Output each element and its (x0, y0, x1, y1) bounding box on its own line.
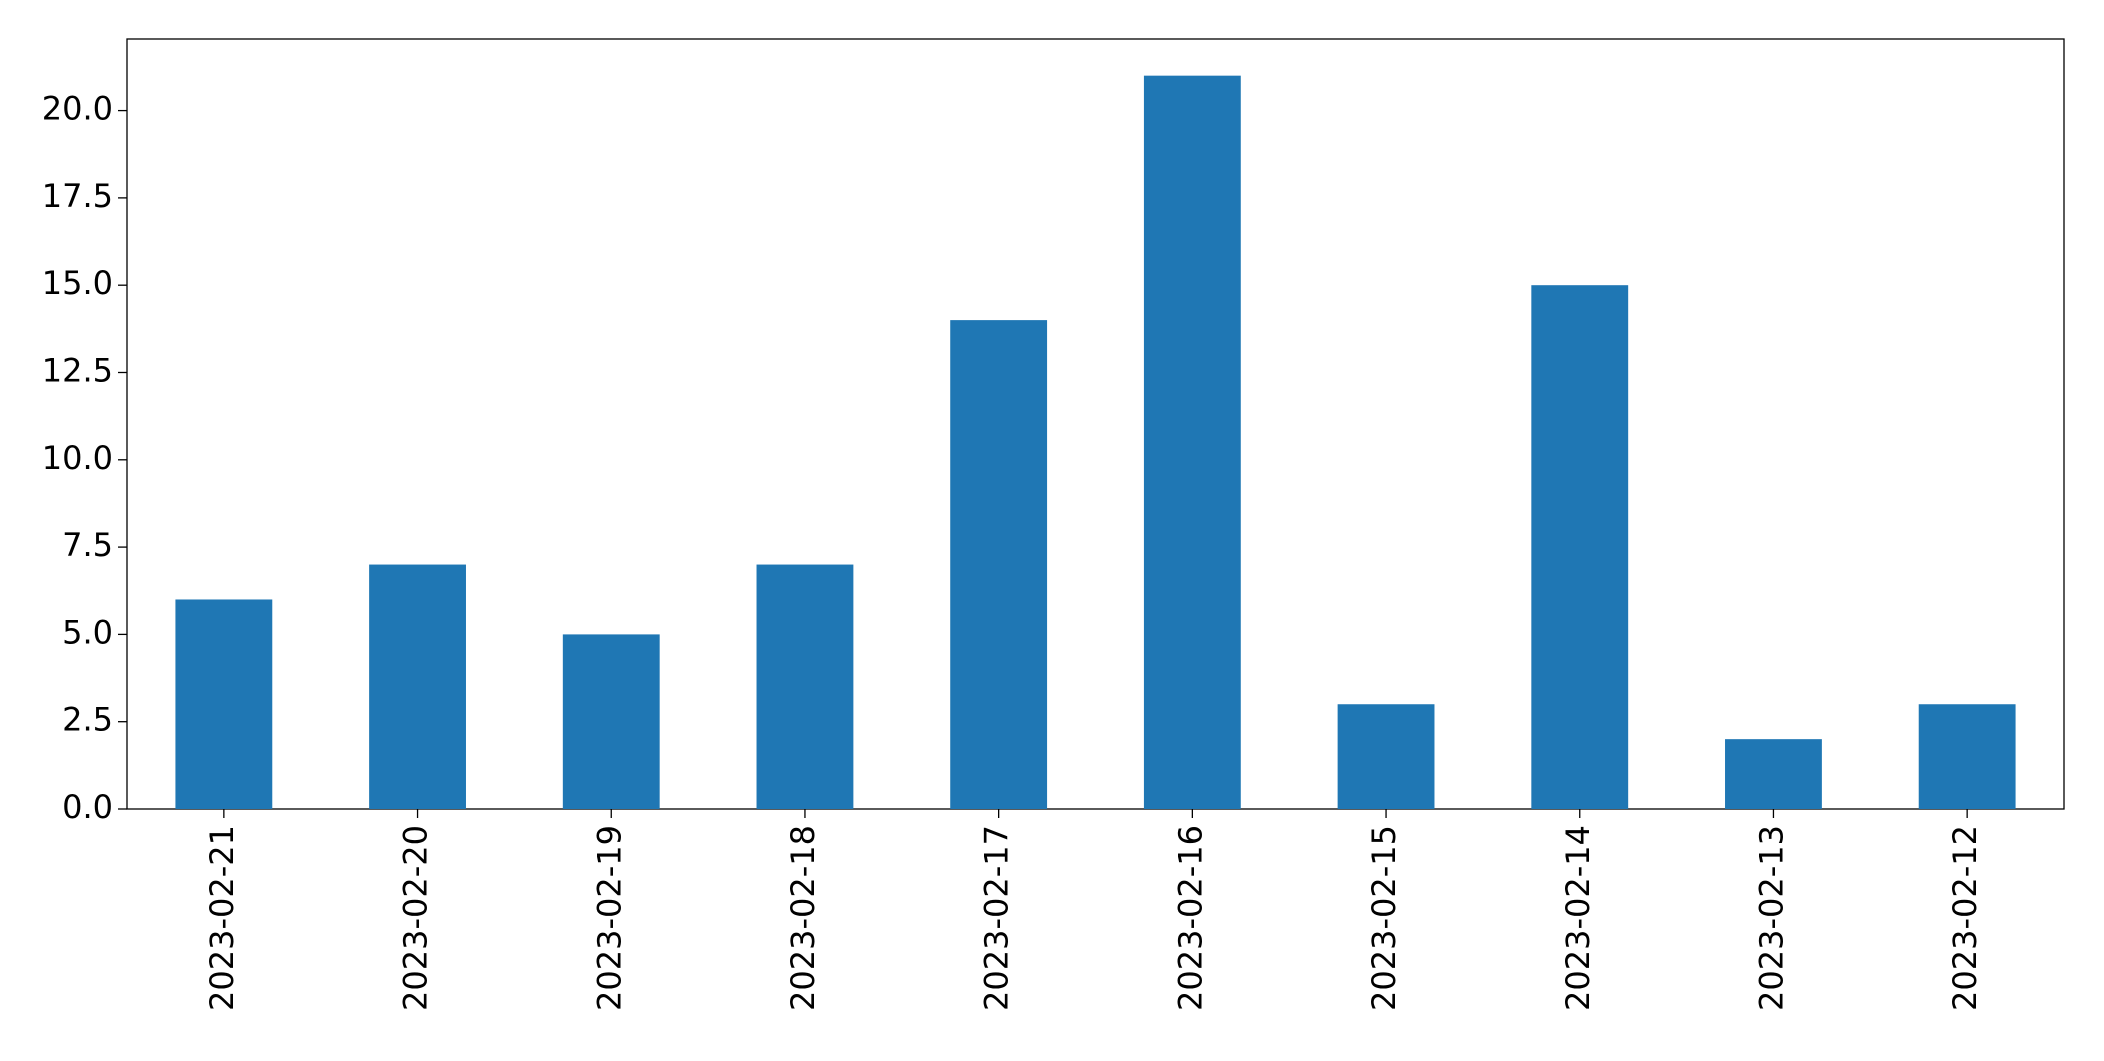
bar (1337, 704, 1435, 809)
x-tick-label: 2023-02-18 (784, 825, 822, 1011)
y-tick-label: 12.5 (42, 351, 113, 389)
x-tick-label: 2023-02-14 (1559, 825, 1597, 1011)
bar (1531, 285, 1629, 809)
bar (1725, 739, 1822, 809)
x-tick-label: 2023-02-21 (203, 825, 241, 1011)
y-tick-label: 15.0 (42, 264, 113, 302)
y-tick-label: 10.0 (42, 439, 113, 477)
y-tick-label: 5.0 (62, 613, 113, 651)
bar (756, 564, 854, 809)
y-tick-label: 17.5 (42, 177, 113, 215)
y-tick-label: 7.5 (62, 526, 113, 564)
x-tick-label: 2023-02-20 (397, 825, 435, 1011)
x-tick-label: 2023-02-12 (1946, 825, 1984, 1011)
y-tick-label: 2.5 (62, 701, 113, 739)
bar (1918, 704, 2016, 809)
x-tick-label: 2023-02-19 (590, 825, 628, 1011)
x-tick-label: 2023-02-16 (1171, 825, 1209, 1011)
x-tick-label: 2023-02-13 (1752, 825, 1790, 1011)
bar (369, 564, 466, 809)
y-tick-label: 0.0 (62, 788, 113, 826)
bar (175, 599, 273, 809)
bar (562, 634, 660, 809)
x-tick-label: 2023-02-15 (1365, 825, 1403, 1011)
y-tick-label: 20.0 (42, 90, 113, 128)
bar (1143, 75, 1241, 809)
plot-frame (126, 38, 2065, 810)
bar (950, 320, 1048, 809)
x-tick-label: 2023-02-17 (978, 825, 1016, 1011)
